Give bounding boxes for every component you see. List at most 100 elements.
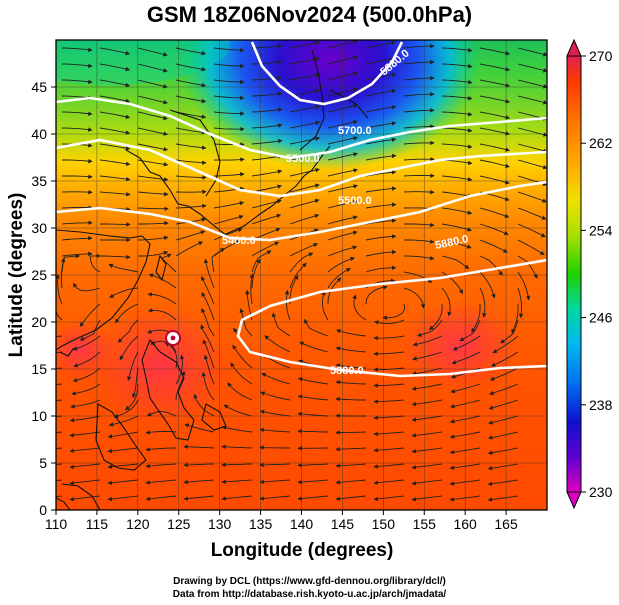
x-tick-label: 125 <box>167 516 191 532</box>
streamline <box>517 63 547 73</box>
streamline <box>335 463 367 469</box>
x-tick-label: 130 <box>208 516 232 532</box>
streamline <box>221 462 253 467</box>
streamline <box>451 351 481 365</box>
streamline <box>452 335 481 351</box>
streamline <box>289 40 321 49</box>
streamline <box>289 104 321 113</box>
streamline <box>124 383 139 411</box>
streamline <box>259 495 291 501</box>
streamline <box>403 287 426 309</box>
streamline <box>56 310 63 321</box>
streamline <box>327 71 358 81</box>
streamline <box>441 191 473 199</box>
streamline <box>145 430 177 435</box>
streamline <box>137 206 169 211</box>
streamline <box>373 383 405 388</box>
colorbar-tick-label: 270 <box>589 48 613 64</box>
streamline <box>137 47 168 57</box>
streamline <box>373 495 405 502</box>
streamline <box>99 191 131 197</box>
streamline <box>403 140 435 146</box>
streamline <box>113 399 139 419</box>
streamline <box>411 463 443 470</box>
streamline <box>175 95 207 104</box>
streamline <box>56 351 63 354</box>
streamline <box>227 382 253 401</box>
streamline <box>89 253 101 273</box>
streamline <box>289 262 307 289</box>
streamline <box>441 287 452 317</box>
streamline <box>230 362 253 385</box>
streamline <box>297 495 329 501</box>
streamline <box>213 111 245 116</box>
streamline <box>259 445 290 450</box>
streamline <box>517 159 547 170</box>
streamline <box>471 303 481 333</box>
streamline <box>69 479 101 486</box>
x-tick-label: 110 <box>45 516 68 532</box>
x-tick-label: 135 <box>249 516 273 532</box>
streamline <box>56 383 63 386</box>
streamline <box>99 127 131 135</box>
streamline <box>365 186 397 193</box>
streamline <box>73 351 101 368</box>
streamline <box>221 444 253 450</box>
streamline <box>479 159 510 168</box>
streamline <box>517 143 547 153</box>
streamline <box>289 136 321 145</box>
streamline <box>203 354 215 385</box>
credit-line: Drawing by DCL (https://www.gfd-dennou.o… <box>173 576 446 587</box>
streamline <box>479 255 503 276</box>
streamline <box>441 239 472 249</box>
streamline <box>175 354 185 385</box>
streamline <box>327 168 359 177</box>
streamline <box>193 393 215 417</box>
streamline <box>365 88 397 97</box>
streamline <box>100 254 131 260</box>
x-tick-label: 155 <box>413 516 437 532</box>
streamline <box>479 63 511 72</box>
streamline <box>500 319 519 344</box>
streamline <box>517 207 547 220</box>
streamline <box>403 43 435 49</box>
streamline <box>373 415 405 420</box>
streamline <box>487 495 519 502</box>
streamline <box>251 169 283 177</box>
streamline <box>69 431 101 438</box>
streamline <box>251 184 283 193</box>
streamline <box>289 168 320 177</box>
streamline <box>251 154 283 161</box>
streamline <box>373 335 405 341</box>
streamline <box>213 200 245 209</box>
streamline <box>148 273 177 289</box>
streamline <box>365 285 388 305</box>
streamline <box>56 415 63 418</box>
streamline <box>412 335 443 347</box>
streamline <box>365 72 397 81</box>
streamline <box>61 63 93 68</box>
streamline <box>382 303 406 320</box>
streamline <box>223 404 253 417</box>
streamline <box>365 234 397 241</box>
streamline <box>327 245 358 257</box>
streamline <box>184 423 215 433</box>
streamline <box>479 79 511 88</box>
streamline <box>145 479 177 485</box>
streamline <box>108 415 139 427</box>
figure-title: GSM 18Z06Nov2024 (500.0hPa) <box>146 2 473 27</box>
streamline <box>147 292 177 305</box>
streamline <box>61 79 93 84</box>
streamline <box>69 415 101 423</box>
y-tick-label: 35 <box>31 173 47 189</box>
streamline <box>327 199 358 209</box>
contour-label: 5880.0 <box>330 365 364 377</box>
streamline <box>487 447 519 455</box>
streamline <box>489 383 519 396</box>
streamline <box>327 87 358 97</box>
streamline <box>327 40 358 49</box>
y-tick-label: 5 <box>39 455 47 471</box>
streamline <box>335 380 367 385</box>
streamline <box>221 479 253 485</box>
streamline <box>441 207 473 215</box>
